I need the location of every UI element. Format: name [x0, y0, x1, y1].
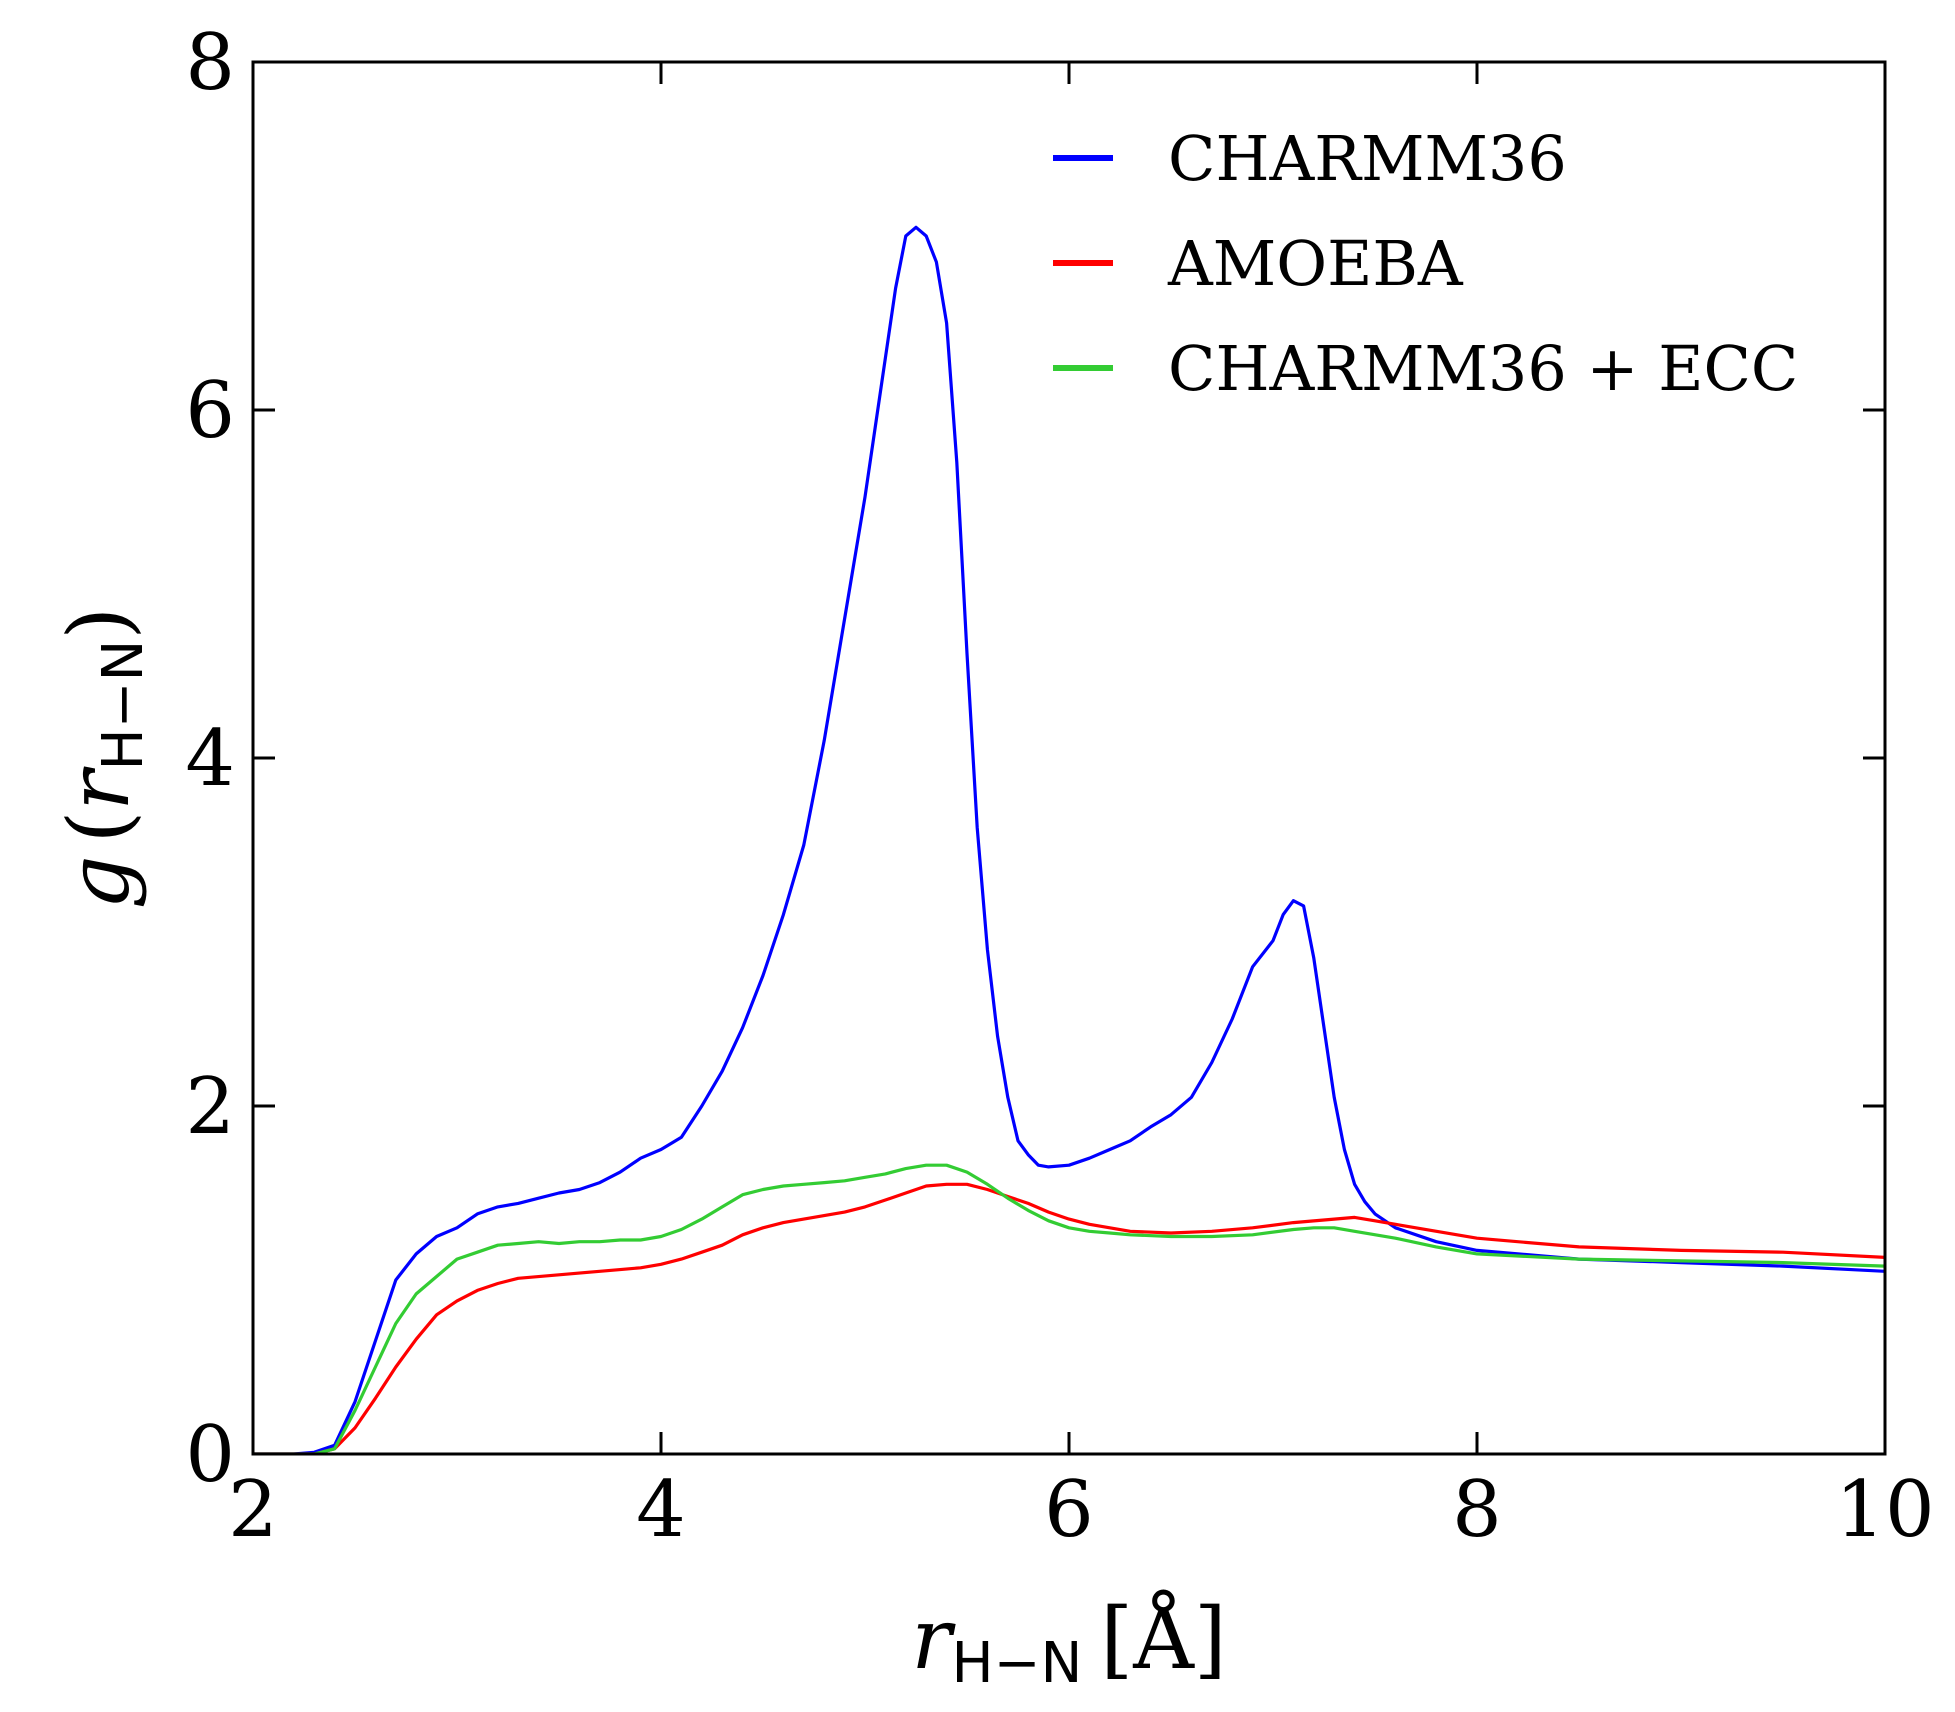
y-axis-subscript: H−N [91, 640, 156, 771]
x-tick-label: 10 [1835, 1465, 1934, 1555]
y-axis-title: g (rH−N) [50, 607, 156, 909]
y-tick-label: 8 [185, 18, 235, 108]
legend: CHARMM36 AMOEBA CHARMM36 + ECC [1053, 122, 1798, 405]
x-tick-label: 8 [1452, 1465, 1502, 1555]
legend-label-charmm36: CHARMM36 [1168, 122, 1567, 195]
x-tick-label: 4 [636, 1465, 686, 1555]
series-line-charmm36-ecc [253, 1163, 1885, 1454]
x-axis-unit: [Å] [1100, 1589, 1226, 1688]
legend-label-amoeba: AMOEBA [1167, 227, 1464, 300]
series-line-amoeba [253, 1182, 1885, 1454]
y-tick-label: 0 [185, 1410, 235, 1500]
y-axis-close-paren: ) [50, 607, 148, 640]
y-tick-label: 6 [185, 366, 235, 456]
y-tick-label: 2 [185, 1062, 235, 1152]
legend-label-charmm36-ecc: CHARMM36 + ECC [1168, 332, 1798, 405]
y-axis-func: g [50, 855, 148, 909]
x-axis-var: r [911, 1590, 956, 1688]
x-tick-label: 2 [228, 1465, 278, 1555]
series-layer [253, 225, 1885, 1454]
x-axis-subscript: H−N [952, 1631, 1083, 1696]
x-axis-title: rH−N [Å] [911, 1589, 1226, 1696]
x-tick-label: 6 [1044, 1465, 1094, 1555]
y-tick-label: 4 [185, 714, 235, 804]
y-axis-open-paren: ( [50, 811, 148, 844]
y-axis-var: r [50, 766, 148, 811]
series-line-charmm36 [253, 225, 1885, 1454]
